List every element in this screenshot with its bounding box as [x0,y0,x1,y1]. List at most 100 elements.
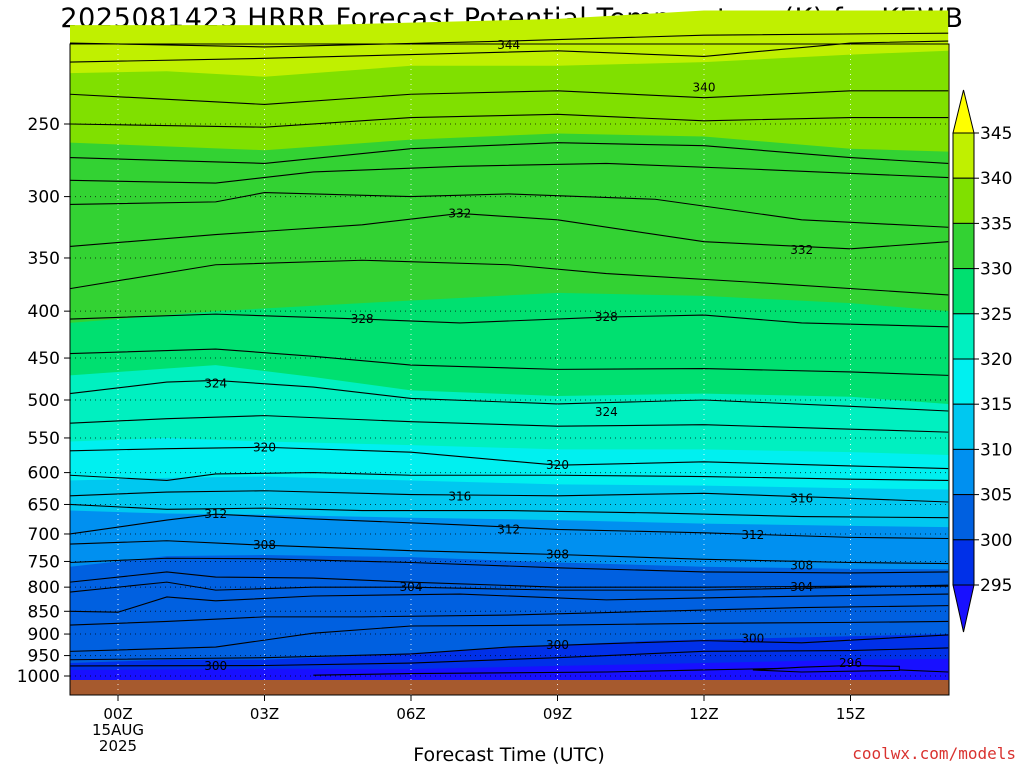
colorbar-label: 335 [980,214,1012,234]
contour-label: 340 [693,80,716,94]
colorbar-segment [952,268,975,315]
contour-line-9 [69,313,949,328]
contour-label: 308 [546,547,569,561]
contour-label: 304 [790,580,813,594]
colorbar-segment [952,132,975,179]
y-tick-label: 700 [28,525,60,545]
colorbar-segment [952,222,975,270]
plot-frame [69,43,950,696]
contour-label: 312 [204,507,227,521]
contour-line-20 [69,571,949,588]
y-tick-label: 800 [28,578,60,598]
contour-line-7 [69,212,949,250]
contour-label: 328 [351,312,374,326]
y-tick-label: 450 [28,349,60,369]
y-tick-label: 750 [28,552,60,572]
contour-line-24 [69,620,949,652]
contour-label: 308 [790,559,813,573]
y-tick-label: 300 [28,188,60,208]
contour-line-22 [69,593,949,613]
contour-label: 332 [448,206,471,220]
contour-line-2 [69,90,949,105]
contour-lines [69,32,949,676]
contour-label: 312 [497,522,520,536]
contour-line-18 [69,540,949,565]
contour-line-4 [69,142,949,164]
contour-label: 300 [546,638,569,652]
y-tick-label: 550 [28,429,60,449]
contour-line-13 [69,446,949,470]
colorbar-segment [952,539,975,586]
contour-line-23 [69,605,949,626]
contour-line-3 [69,113,949,128]
colorbar-label: 305 [980,486,1012,506]
contour-line-21 [69,581,949,593]
x-tick-label: 09Z [543,705,572,723]
colorbar-label: 330 [980,260,1012,280]
colorbar-segment [952,448,975,496]
contour-label: 308 [253,538,276,552]
contour-line-19 [69,557,949,574]
y-tick-label: 950 [28,647,60,667]
contour-line-0 [69,32,949,48]
contour-label: 320 [546,458,569,472]
contour-line-8 [69,259,949,296]
colorbar-segment [952,177,975,224]
y-tick-label: 250 [28,115,60,135]
y-tick-label: 400 [28,302,60,322]
x-tick-label: 06Z [396,705,425,723]
y-tick-label: 1000 [17,667,60,687]
colorbar-extend-bottom [952,584,975,633]
contour-line-15 [69,490,949,503]
colorbar-segment [952,358,975,405]
contour-label: 328 [595,310,618,324]
colorbar-label: 340 [980,169,1012,189]
colorbar-extend-top [952,89,975,134]
y-tick-label: 850 [28,602,60,622]
contour-label: 300 [204,659,227,673]
colorbar-label: 315 [980,395,1012,415]
colorbar: 345 340 335 330 325 320 315 310 305 300 295 [952,89,1012,633]
colorbar-label: 345 [980,124,1012,144]
x-tick-label: 12Z [689,705,718,723]
x-tick-label: 00Z [103,705,132,723]
y-tick-label: 600 [28,464,60,484]
contour-line-25 [69,634,949,661]
y-tick-label: 650 [28,495,60,515]
contour-line-16 [69,503,949,519]
colorbar-segment [952,494,975,541]
colorbar-label: 295 [980,576,1012,596]
contour-label: 324 [595,405,618,419]
contour-line-5 [69,162,949,184]
watermark: coolwx.com/models [852,744,1016,763]
contour-label: 316 [448,489,471,503]
colorbar-label: 320 [980,350,1012,370]
colorbar-segment [952,313,975,360]
contour-label: 296 [839,656,862,670]
y-tick-label: 900 [28,625,60,645]
contour-loop-296 [752,664,900,673]
contour-line-10 [69,348,949,376]
contour-label: 332 [790,243,813,257]
contour-line-12 [69,415,949,433]
x-axis-label: Forecast Time (UTC) [413,744,605,766]
contour-label: 300 [741,631,764,645]
colorbar-label: 310 [980,440,1012,460]
contour-line-1 [69,40,949,63]
x-tick-date: 15AUG [92,721,144,739]
x-tick-label: 03Z [250,705,279,723]
contour-label: 304 [400,580,423,594]
contour-label: 320 [253,440,276,454]
ground-surface [70,680,949,695]
contour-labels: 344 340 332 332 328 328 324 324 320 320 316 316 312 3… [204,38,862,673]
contour-line-11 [69,379,949,412]
y-axis-ticks: 250 300 350 400 450 500 550 600 650 700 750 800 850 9… [17,115,70,687]
x-tick-date: 2025 [99,737,137,755]
temperature-fill-bands [70,10,949,696]
y-tick-label: 350 [28,249,60,269]
contour-line-14 [69,472,949,482]
contour-line-17 [69,513,949,540]
contour-line-6 [69,192,949,228]
contour-label: 316 [790,491,813,505]
